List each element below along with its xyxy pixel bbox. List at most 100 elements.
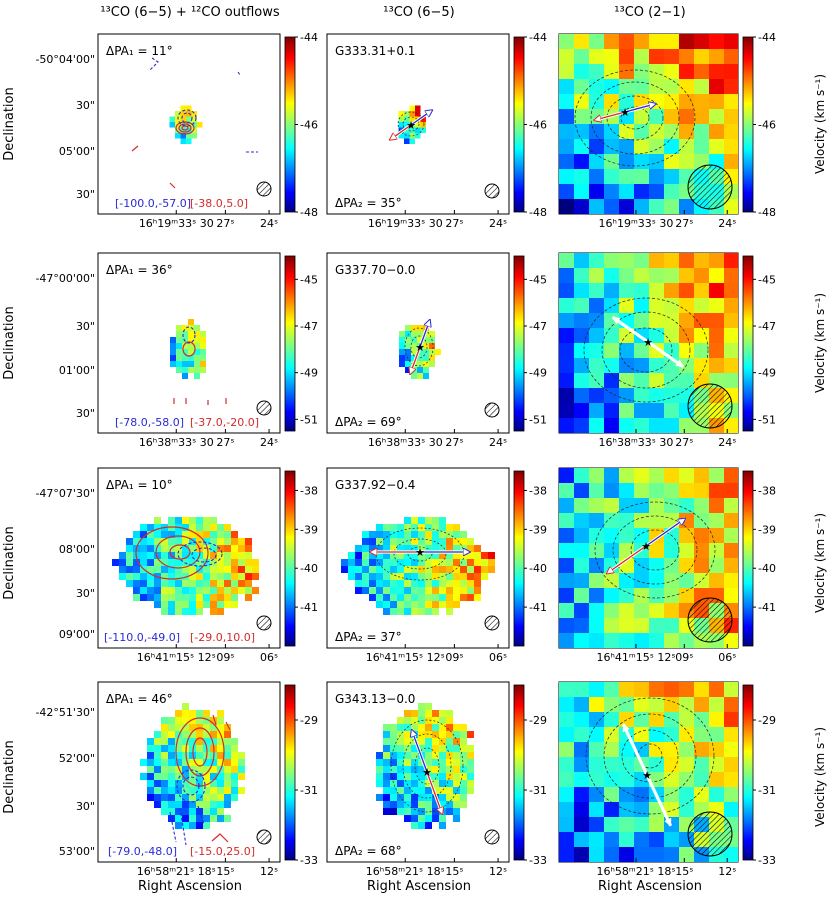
velocity-pixel xyxy=(446,745,453,752)
velocity-pixel xyxy=(154,559,161,566)
velocity-pixel xyxy=(589,64,604,79)
velocity-pixel xyxy=(182,531,189,538)
co21-axis: ★ xyxy=(607,517,686,575)
velocity-pixel xyxy=(604,403,619,418)
velocity-pixel xyxy=(724,682,738,697)
velocity-pixel xyxy=(619,772,634,787)
velocity-pixel xyxy=(634,603,649,618)
velocity-pixel xyxy=(182,325,188,331)
velocity-pixel xyxy=(397,573,404,580)
velocity-pixel xyxy=(376,773,383,780)
velocity-pixel xyxy=(418,731,425,738)
colorbar-gradient xyxy=(742,470,754,647)
velocity-pixel xyxy=(664,742,679,757)
velocity-pixel xyxy=(432,801,439,808)
velocity-pixel xyxy=(217,738,224,745)
velocity-pixel xyxy=(467,759,474,766)
velocity-pixel xyxy=(194,337,200,343)
velocity-pixel xyxy=(709,124,724,139)
velocity-pixel xyxy=(383,738,390,745)
velocity-pixel xyxy=(604,358,619,373)
velocity-pixel xyxy=(425,566,432,573)
velocity-pixel xyxy=(398,133,404,139)
velocity-pixel xyxy=(420,122,426,128)
velocity-pixel xyxy=(175,538,182,545)
velocity-pixel xyxy=(439,731,446,738)
velocity-pixel xyxy=(429,349,435,355)
velocity-pixel xyxy=(182,601,189,608)
velocity-pixel xyxy=(664,802,679,817)
velocity-pixel xyxy=(203,787,210,794)
velocity-pixel xyxy=(217,745,224,752)
velocity-pixel xyxy=(189,587,196,594)
velocity-pixel xyxy=(355,566,362,573)
contours xyxy=(574,69,696,167)
velocity-pixel xyxy=(589,298,604,313)
velocity-pixel xyxy=(664,49,679,64)
velocity-pixel xyxy=(169,122,175,128)
velocity-pixel xyxy=(161,731,168,738)
velocity-pixel xyxy=(589,313,604,328)
velocity-pixel xyxy=(245,559,252,566)
velocity-pixel xyxy=(574,697,589,712)
velocity-pixel xyxy=(679,712,694,727)
velocity-pixel xyxy=(217,752,224,759)
velocity-pixel xyxy=(709,543,724,558)
velocity-pixel xyxy=(154,773,161,780)
velocity-pixel xyxy=(679,139,694,154)
velocity-pixel xyxy=(224,601,231,608)
velocity-pixel xyxy=(664,712,679,727)
velocity-pixel xyxy=(679,682,694,697)
velocity-pixel xyxy=(446,710,453,717)
velocity-pixel xyxy=(604,139,619,154)
velocity-pixel xyxy=(231,531,238,538)
velocity-pixel xyxy=(474,587,481,594)
velocity-pixel xyxy=(589,513,604,528)
velocity-pixel xyxy=(175,724,182,731)
velocity-pixel xyxy=(231,566,238,573)
velocity-pixel xyxy=(604,184,619,199)
velocity-pixel xyxy=(694,79,709,94)
colorbar-tick-label: -38 xyxy=(529,484,547,497)
velocity-pixel xyxy=(383,545,390,552)
velocity-pixel xyxy=(679,49,694,64)
velocity-pixel xyxy=(168,731,175,738)
colorbar-tick-label: -41 xyxy=(758,601,776,614)
velocity-pixel xyxy=(664,588,679,603)
velocity-pixel xyxy=(376,752,383,759)
velocity-pixel xyxy=(604,483,619,498)
velocity-pixel xyxy=(231,594,238,601)
velocity-pixel xyxy=(252,559,259,566)
velocity-pixel xyxy=(182,738,189,745)
velocity-pixel xyxy=(679,772,694,787)
velocity-pixel xyxy=(574,727,589,742)
velocity-pixel xyxy=(182,587,189,594)
velocity-pixel xyxy=(397,538,404,545)
velocity-pixel xyxy=(429,331,435,337)
star-marker: ★ xyxy=(641,540,651,553)
velocity-pixel xyxy=(189,808,196,815)
velocity-pixel xyxy=(418,524,425,531)
velocity-pixel xyxy=(182,524,189,531)
beam-symbol xyxy=(687,383,733,429)
velocity-pixel xyxy=(175,566,182,573)
velocity-pixel xyxy=(559,199,574,214)
velocity-pixel xyxy=(709,558,724,573)
velocity-pixel xyxy=(709,64,724,79)
velocity-pixel xyxy=(245,587,252,594)
velocity-pixel xyxy=(188,343,194,349)
velocity-pixel xyxy=(589,328,604,343)
velocity-pixel xyxy=(411,524,418,531)
velocity-pixel xyxy=(175,545,182,552)
velocity-pixel xyxy=(460,801,467,808)
velocity-pixel xyxy=(481,559,488,566)
velocity-pixel xyxy=(168,766,175,773)
velocity-pixel xyxy=(175,801,182,808)
velocity-pixel xyxy=(133,594,140,601)
velocity-pixel xyxy=(189,724,196,731)
velocity-pixel xyxy=(724,802,738,817)
velocity-pixel xyxy=(147,538,154,545)
velocity-pixel xyxy=(355,559,362,566)
colorbar-tick-label: -44 xyxy=(300,31,318,44)
velocity-pixel xyxy=(634,313,649,328)
